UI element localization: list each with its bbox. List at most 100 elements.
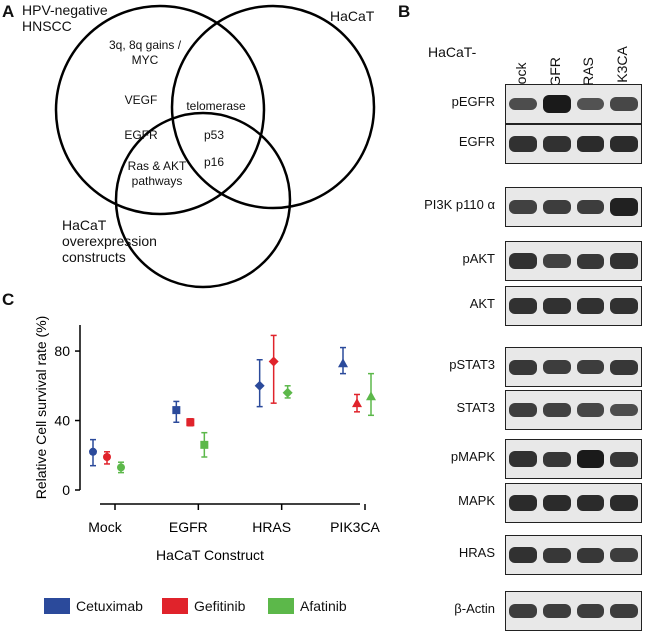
- blot-band: [509, 359, 537, 375]
- blot-band: [576, 403, 605, 417]
- x-tick-label: HRAS: [252, 519, 291, 535]
- blot-band: [610, 198, 638, 216]
- venn-item-ras-akt: Ras & AKT pathways: [127, 159, 187, 188]
- blot-membrane: [505, 241, 642, 281]
- panel-c-label: C: [2, 290, 15, 309]
- x-tick-label: Mock: [88, 519, 122, 535]
- blot-band: [509, 547, 537, 563]
- blot-membrane: [505, 483, 642, 523]
- blot-band: [576, 359, 605, 375]
- blot-band: [610, 494, 638, 512]
- data-point: [366, 391, 376, 401]
- y-tick-label: 0: [62, 482, 70, 498]
- legend-entry: Afatinib: [268, 598, 347, 614]
- blot-membrane: [505, 84, 642, 124]
- venn-label-constructs: HaCaT overexpression constructs: [62, 217, 157, 265]
- blot-band: [542, 136, 571, 152]
- blot-band: [610, 603, 638, 619]
- venn-diagram: [54, 4, 376, 289]
- blot-membrane: [505, 347, 642, 387]
- legend-swatch: [162, 598, 188, 614]
- data-point: [268, 356, 279, 367]
- blot-band: [509, 298, 537, 314]
- x-axis-label: HaCaT Construct: [156, 547, 264, 563]
- venn-item-gains: 3q, 8q gains / MYC: [108, 38, 182, 67]
- venn-circle-hnscc: [54, 4, 266, 216]
- blot-membrane: [505, 390, 642, 430]
- blot-band: [576, 135, 605, 153]
- blot-band: [542, 494, 571, 512]
- blot-band: [509, 451, 537, 467]
- blot-band: [509, 603, 537, 619]
- data-point: [200, 440, 209, 449]
- blot-band: [610, 359, 638, 375]
- data-point: [117, 463, 125, 472]
- blot-membrane: [505, 591, 642, 631]
- blot-row-label: MAPK: [458, 493, 495, 508]
- x-tick-label: EGFR: [169, 519, 208, 535]
- blot-band: [542, 298, 571, 314]
- data-point: [186, 418, 195, 427]
- survival-chart: 0 40 80 Mock EGFR HRAS PIK3CA HaCaT Construct Re…: [33, 316, 381, 563]
- blot-band: [542, 603, 571, 619]
- blot-band: [542, 254, 571, 268]
- venn-item-vegf: VEGF: [124, 93, 158, 107]
- y-axis-label: Relative Cell survival rate (%): [33, 316, 49, 500]
- venn-circle-constructs: [114, 111, 292, 289]
- legend-swatch: [268, 598, 294, 614]
- blot-row-label: PI3K p110 α: [424, 197, 495, 212]
- legend-swatch: [44, 598, 70, 614]
- blot-membrane: [505, 439, 642, 479]
- venn-item-telomerase: telomerase: [186, 99, 246, 113]
- data-point: [338, 358, 348, 368]
- legend-label: Gefitinib: [194, 598, 246, 614]
- blot-band: [576, 494, 605, 512]
- blot-row-label: EGFR: [458, 134, 495, 149]
- blot-band: [576, 298, 605, 314]
- blot-band: [509, 136, 537, 152]
- blot-band: [610, 253, 638, 269]
- y-tick-label: 40: [54, 413, 70, 429]
- blot-prefix: HaCaT-: [428, 44, 477, 60]
- blot-row-label: pEGFR: [451, 94, 495, 109]
- blot-band: [509, 200, 537, 214]
- blot-band: [576, 603, 605, 619]
- blot-band: [509, 494, 537, 512]
- blot-row-label: STAT3: [456, 400, 495, 415]
- blot-band: [610, 97, 638, 111]
- data-point: [103, 453, 111, 461]
- blot-band: [542, 403, 571, 417]
- blot-row-label: HRAS: [458, 545, 495, 560]
- blot-band: [509, 253, 537, 269]
- panel-a-label: A: [2, 2, 15, 21]
- venn-item-p16: p16: [203, 155, 225, 169]
- data-point: [352, 398, 362, 408]
- blot-band: [576, 199, 605, 215]
- venn-label-hacat: HaCaT: [330, 8, 375, 24]
- blot-band: [576, 253, 605, 269]
- venn-label-hnscc: HPV-negative HNSCC: [22, 2, 108, 34]
- blot-row-label: pSTAT3: [449, 357, 495, 372]
- blot-band: [610, 135, 638, 153]
- legend-entry: Gefitinib: [162, 598, 245, 614]
- blot-band: [542, 199, 571, 215]
- blot-band: [576, 547, 605, 563]
- panel-b-label: B: [398, 2, 411, 21]
- blot-band: [576, 98, 605, 110]
- blot-band: [509, 402, 537, 418]
- blot-band: [610, 298, 638, 314]
- blot-band: [610, 403, 638, 417]
- data-point: [254, 380, 265, 391]
- y-tick-label: 80: [54, 343, 70, 359]
- data-point: [282, 387, 293, 398]
- blot-row-label: pAKT: [462, 251, 495, 266]
- blot-band: [542, 451, 571, 467]
- blot-membrane: [505, 535, 642, 575]
- data-point: [89, 447, 97, 456]
- blot-band: [610, 451, 638, 467]
- data-point: [172, 406, 181, 415]
- blot-row-label: pMAPK: [450, 449, 495, 464]
- x-tick-label: PIK3CA: [330, 519, 380, 535]
- blot-row-label: β-Actin: [454, 601, 495, 616]
- blot-band: [542, 95, 571, 113]
